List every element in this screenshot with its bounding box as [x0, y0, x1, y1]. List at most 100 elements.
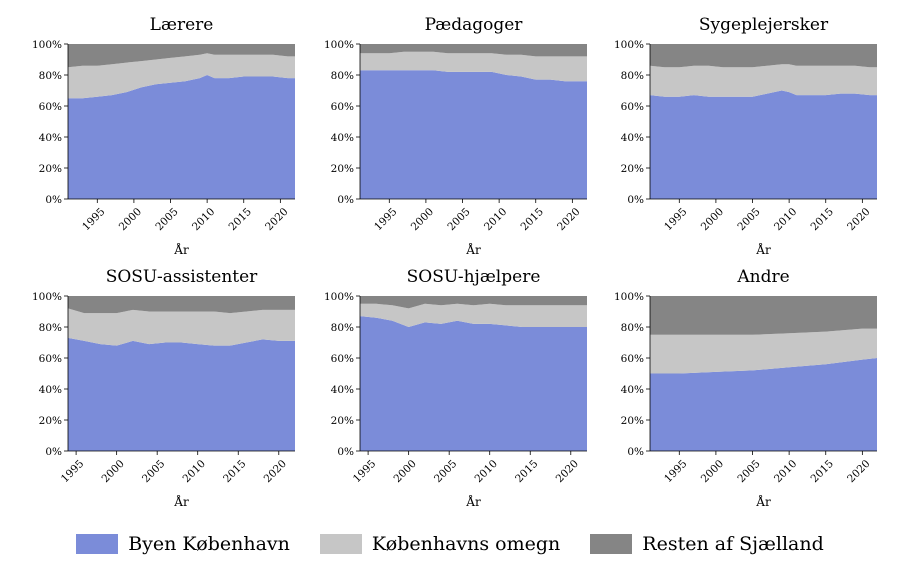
panel-title: Lærere — [150, 15, 214, 35]
y-tick-label: 0% — [337, 194, 354, 206]
y-tick-label: 80% — [621, 70, 644, 82]
y-tick-label: 20% — [331, 163, 354, 175]
x-tick-label: 2005 — [735, 458, 762, 485]
x-tick-label: 2005 — [445, 206, 472, 233]
y-tick-label: 0% — [627, 446, 644, 458]
x-tick-label: 2010 — [181, 458, 208, 485]
x-tick-label: 2000 — [699, 458, 726, 485]
y-tick-label: 40% — [39, 132, 62, 144]
y-tick-label: 80% — [331, 322, 354, 334]
y-tick-label: 20% — [621, 163, 644, 175]
legend-label-byen: Byen København — [128, 533, 290, 555]
x-axis-title: År — [173, 494, 189, 509]
panel-2: Sygeplejersker 0% 20% 40% 60% 80% 100% 1995 2000… — [614, 15, 877, 257]
y-tick-label: 0% — [627, 194, 644, 206]
x-tick-label: 2000 — [99, 458, 126, 485]
y-tick-label: 100% — [614, 39, 644, 51]
area-resten — [360, 296, 587, 309]
x-tick-label: 2015 — [227, 206, 254, 233]
x-tick-label: 1995 — [80, 206, 107, 233]
x-tick-label: 1995 — [662, 206, 689, 233]
x-axis-title: År — [755, 494, 771, 509]
y-tick-label: 60% — [39, 101, 62, 113]
y-tick-label: 20% — [621, 415, 644, 427]
x-tick-label: 2005 — [140, 458, 167, 485]
legend-swatch-omegn — [319, 534, 362, 554]
x-tick-label: 2015 — [809, 458, 836, 485]
y-tick-label: 100% — [32, 291, 62, 303]
legend-label-omegn: Københavns omegn — [371, 533, 561, 555]
x-tick-label: 2020 — [262, 458, 289, 485]
x-tick-label: 2010 — [190, 206, 217, 233]
panel-title: Andre — [736, 267, 789, 287]
x-tick-label: 2010 — [473, 458, 500, 485]
x-axis-title: År — [465, 242, 481, 257]
x-tick-label: 2020 — [554, 458, 581, 485]
y-tick-label: 40% — [621, 132, 644, 144]
area-byen — [360, 70, 587, 199]
x-tick-label: 2005 — [153, 206, 180, 233]
x-tick-label: 2015 — [221, 458, 248, 485]
panel-title: Pædagoger — [425, 15, 524, 35]
x-tick-label: 2015 — [809, 206, 836, 233]
y-tick-label: 60% — [331, 353, 354, 365]
panel-4: SOSU-hjælpere 0% 20% 40% 60% 80% 100% 1995 2000 2… — [324, 267, 587, 509]
area-omegn — [68, 53, 295, 99]
panel-1: Pædagoger 0% 20% 40% 60% 80% 100% 1995 2000 2005 2… — [324, 15, 587, 257]
legend-label-resten: Resten af Sjælland — [642, 533, 824, 555]
area-omegn — [360, 51, 587, 82]
legend-swatch-resten — [590, 534, 633, 554]
area-byen — [650, 358, 877, 451]
y-tick-label: 0% — [337, 446, 354, 458]
x-tick-label: 1995 — [59, 458, 86, 485]
y-tick-label: 80% — [621, 322, 644, 334]
panel-title: SOSU-hjælpere — [407, 267, 541, 287]
y-tick-label: 20% — [39, 415, 62, 427]
x-axis-title: År — [173, 242, 189, 257]
y-tick-label: 60% — [621, 353, 644, 365]
y-tick-label: 20% — [39, 163, 62, 175]
y-tick-label: 40% — [331, 132, 354, 144]
area-resten — [650, 44, 877, 68]
area-resten — [68, 296, 295, 314]
y-tick-label: 100% — [324, 39, 354, 51]
y-tick-label: 80% — [39, 322, 62, 334]
x-tick-label: 2020 — [555, 206, 582, 233]
y-tick-label: 100% — [324, 291, 354, 303]
area-byen — [68, 337, 295, 451]
x-tick-label: 2020 — [845, 458, 872, 485]
panel-5: Andre 0% 20% 40% 60% 80% 100% 1995 2000 2005 2010 2… — [614, 267, 877, 509]
x-tick-label: 2005 — [735, 206, 762, 233]
area-resten — [650, 296, 877, 335]
panel-title: SOSU-assistenter — [106, 267, 258, 287]
y-tick-label: 60% — [331, 101, 354, 113]
y-tick-label: 40% — [331, 384, 354, 396]
x-tick-label: 2010 — [772, 458, 799, 485]
x-tick-label: 2000 — [409, 206, 436, 233]
legend-item-omegn: Københavns omegn — [319, 533, 561, 555]
y-tick-label: 100% — [614, 291, 644, 303]
area-byen — [650, 90, 877, 199]
x-tick-label: 2015 — [519, 206, 546, 233]
area-resten — [360, 44, 587, 57]
area-omegn — [650, 64, 877, 97]
x-tick-label: 2010 — [772, 206, 799, 233]
x-tick-label: 2015 — [513, 458, 540, 485]
y-tick-label: 0% — [45, 194, 62, 206]
y-tick-label: 60% — [39, 353, 62, 365]
x-tick-label: 2000 — [391, 458, 418, 485]
x-tick-label: 2020 — [263, 206, 290, 233]
panel-3: SOSU-assistenter 0% 20% 40% 60% 80% 100% 1995 20… — [32, 267, 295, 509]
legend: Byen København Københavns omegn Resten a… — [0, 526, 900, 562]
x-tick-label: 1995 — [372, 206, 399, 233]
y-tick-label: 20% — [331, 415, 354, 427]
y-tick-label: 80% — [331, 70, 354, 82]
area-omegn — [650, 328, 877, 374]
y-tick-label: 100% — [32, 39, 62, 51]
x-tick-label: 2000 — [117, 206, 144, 233]
x-axis-title: År — [755, 242, 771, 257]
y-tick-label: 80% — [39, 70, 62, 82]
x-tick-label: 2000 — [699, 206, 726, 233]
area-resten — [68, 44, 295, 68]
